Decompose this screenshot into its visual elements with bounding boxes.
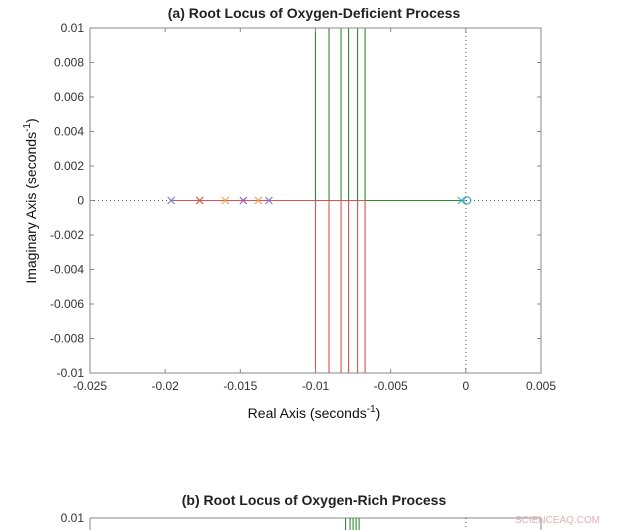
chart-b-plot-area: 0.01 — [61, 511, 542, 530]
chart-a-x-tick-label: 0.005 — [526, 379, 556, 393]
chart-a-title: (a) Root Locus of Oxygen-Deficient Proce… — [168, 5, 461, 21]
watermark: SCIENCEAQ.COM — [515, 515, 600, 526]
chart-a-x-tick-label: -0.025 — [73, 379, 107, 393]
chart-a-pole-marker — [264, 196, 273, 205]
chart-a-pole-marker — [221, 196, 230, 205]
chart-a-x-tick-label: -0.01 — [302, 379, 330, 393]
chart-a-x-tick-label: -0.02 — [151, 379, 179, 393]
chart-a-pole-marker — [239, 196, 248, 205]
chart-a-y-tick-label: 0.01 — [61, 21, 85, 35]
chart-a-pole-marker — [195, 196, 204, 205]
chart-a-y-tick-label: 0.006 — [54, 90, 84, 104]
chart-a-y-tick-label: 0.004 — [54, 125, 84, 139]
chart-a-y-tick-label: 0.008 — [54, 56, 84, 70]
chart-a-pole-marker — [254, 196, 263, 205]
chart-a-x-ticks: -0.025 -0.02 -0.015 -0.01 -0.005 0 0.005 — [73, 28, 556, 393]
chart-a-x-tick-label: -0.005 — [374, 379, 408, 393]
chart-a-y-tick-label: -0.002 — [50, 228, 84, 242]
chart-a-x-axis-label: Real Axis (seconds-1) — [248, 404, 381, 421]
chart-a-pole-marker — [457, 196, 466, 205]
chart-b-y-tick-label: 0.01 — [61, 511, 85, 525]
chart-b-title: (b) Root Locus of Oxygen-Rich Process — [182, 492, 447, 508]
chart-a-y-tick-label: -0.01 — [57, 366, 85, 380]
chart-a-x-tick-label: -0.015 — [223, 379, 257, 393]
chart-a-x-tick-label: 0 — [462, 379, 469, 393]
chart-b: (b) Root Locus of Oxygen-Rich Process 0.… — [61, 492, 542, 530]
chart-a: (a) Root Locus of Oxygen-Deficient Proce… — [22, 5, 556, 421]
chart-a-y-tick-label: -0.004 — [50, 263, 84, 277]
chart-a-y-tick-label: -0.008 — [50, 332, 84, 346]
chart-a-y-tick-label: 0 — [77, 194, 84, 208]
chart-a-zero-marker — [463, 196, 472, 205]
chart-a-y-ticks: 0.01 0.008 0.006 0.004 0.002 0 -0.002 -0.004 -0.… — [50, 21, 541, 380]
chart-a-y-tick-label: -0.006 — [50, 297, 84, 311]
chart-a-y-tick-label: 0.002 — [54, 159, 84, 173]
chart-a-pole-marker — [167, 196, 176, 205]
chart-a-plot-area — [90, 28, 541, 373]
chart-a-y-axis-label: Imaginary Axis (seconds-1) — [22, 118, 39, 283]
